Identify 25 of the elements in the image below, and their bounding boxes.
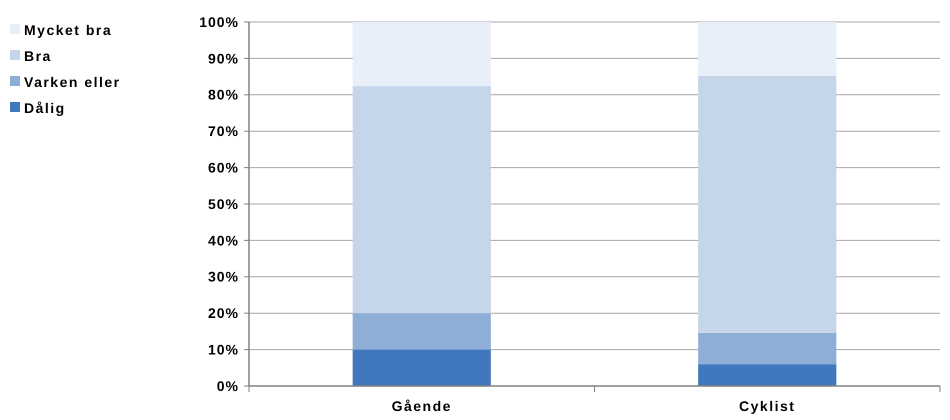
bar xyxy=(698,332,836,364)
y-tick-label: 30% xyxy=(208,268,239,285)
legend-label: Varken eller xyxy=(24,74,121,90)
x-tick-label: Cyklist xyxy=(739,398,796,414)
bar xyxy=(698,76,836,333)
legend-label: Bra xyxy=(24,48,52,64)
legend-label: Dålig xyxy=(24,100,66,116)
bar xyxy=(352,22,491,86)
y-tick-label: 40% xyxy=(208,232,239,248)
y-tick-label: 20% xyxy=(208,305,239,322)
y-tick-label: 50% xyxy=(208,196,239,212)
y-tick-label: 90% xyxy=(208,50,239,66)
x-tick-label: Gående xyxy=(392,398,452,414)
bar xyxy=(352,350,491,386)
bar xyxy=(698,22,836,76)
y-tick-label: 0% xyxy=(216,378,239,394)
y-tick-label: 10% xyxy=(208,342,239,358)
bar xyxy=(352,313,491,350)
bar xyxy=(698,364,836,386)
bar xyxy=(352,86,491,314)
y-tick-label: 80% xyxy=(208,86,239,103)
y-tick-label: 60% xyxy=(208,160,239,176)
legend-label: Mycket bra xyxy=(24,22,112,38)
y-tick-label: 70% xyxy=(208,123,239,140)
y-tick-label: 100% xyxy=(199,14,239,30)
